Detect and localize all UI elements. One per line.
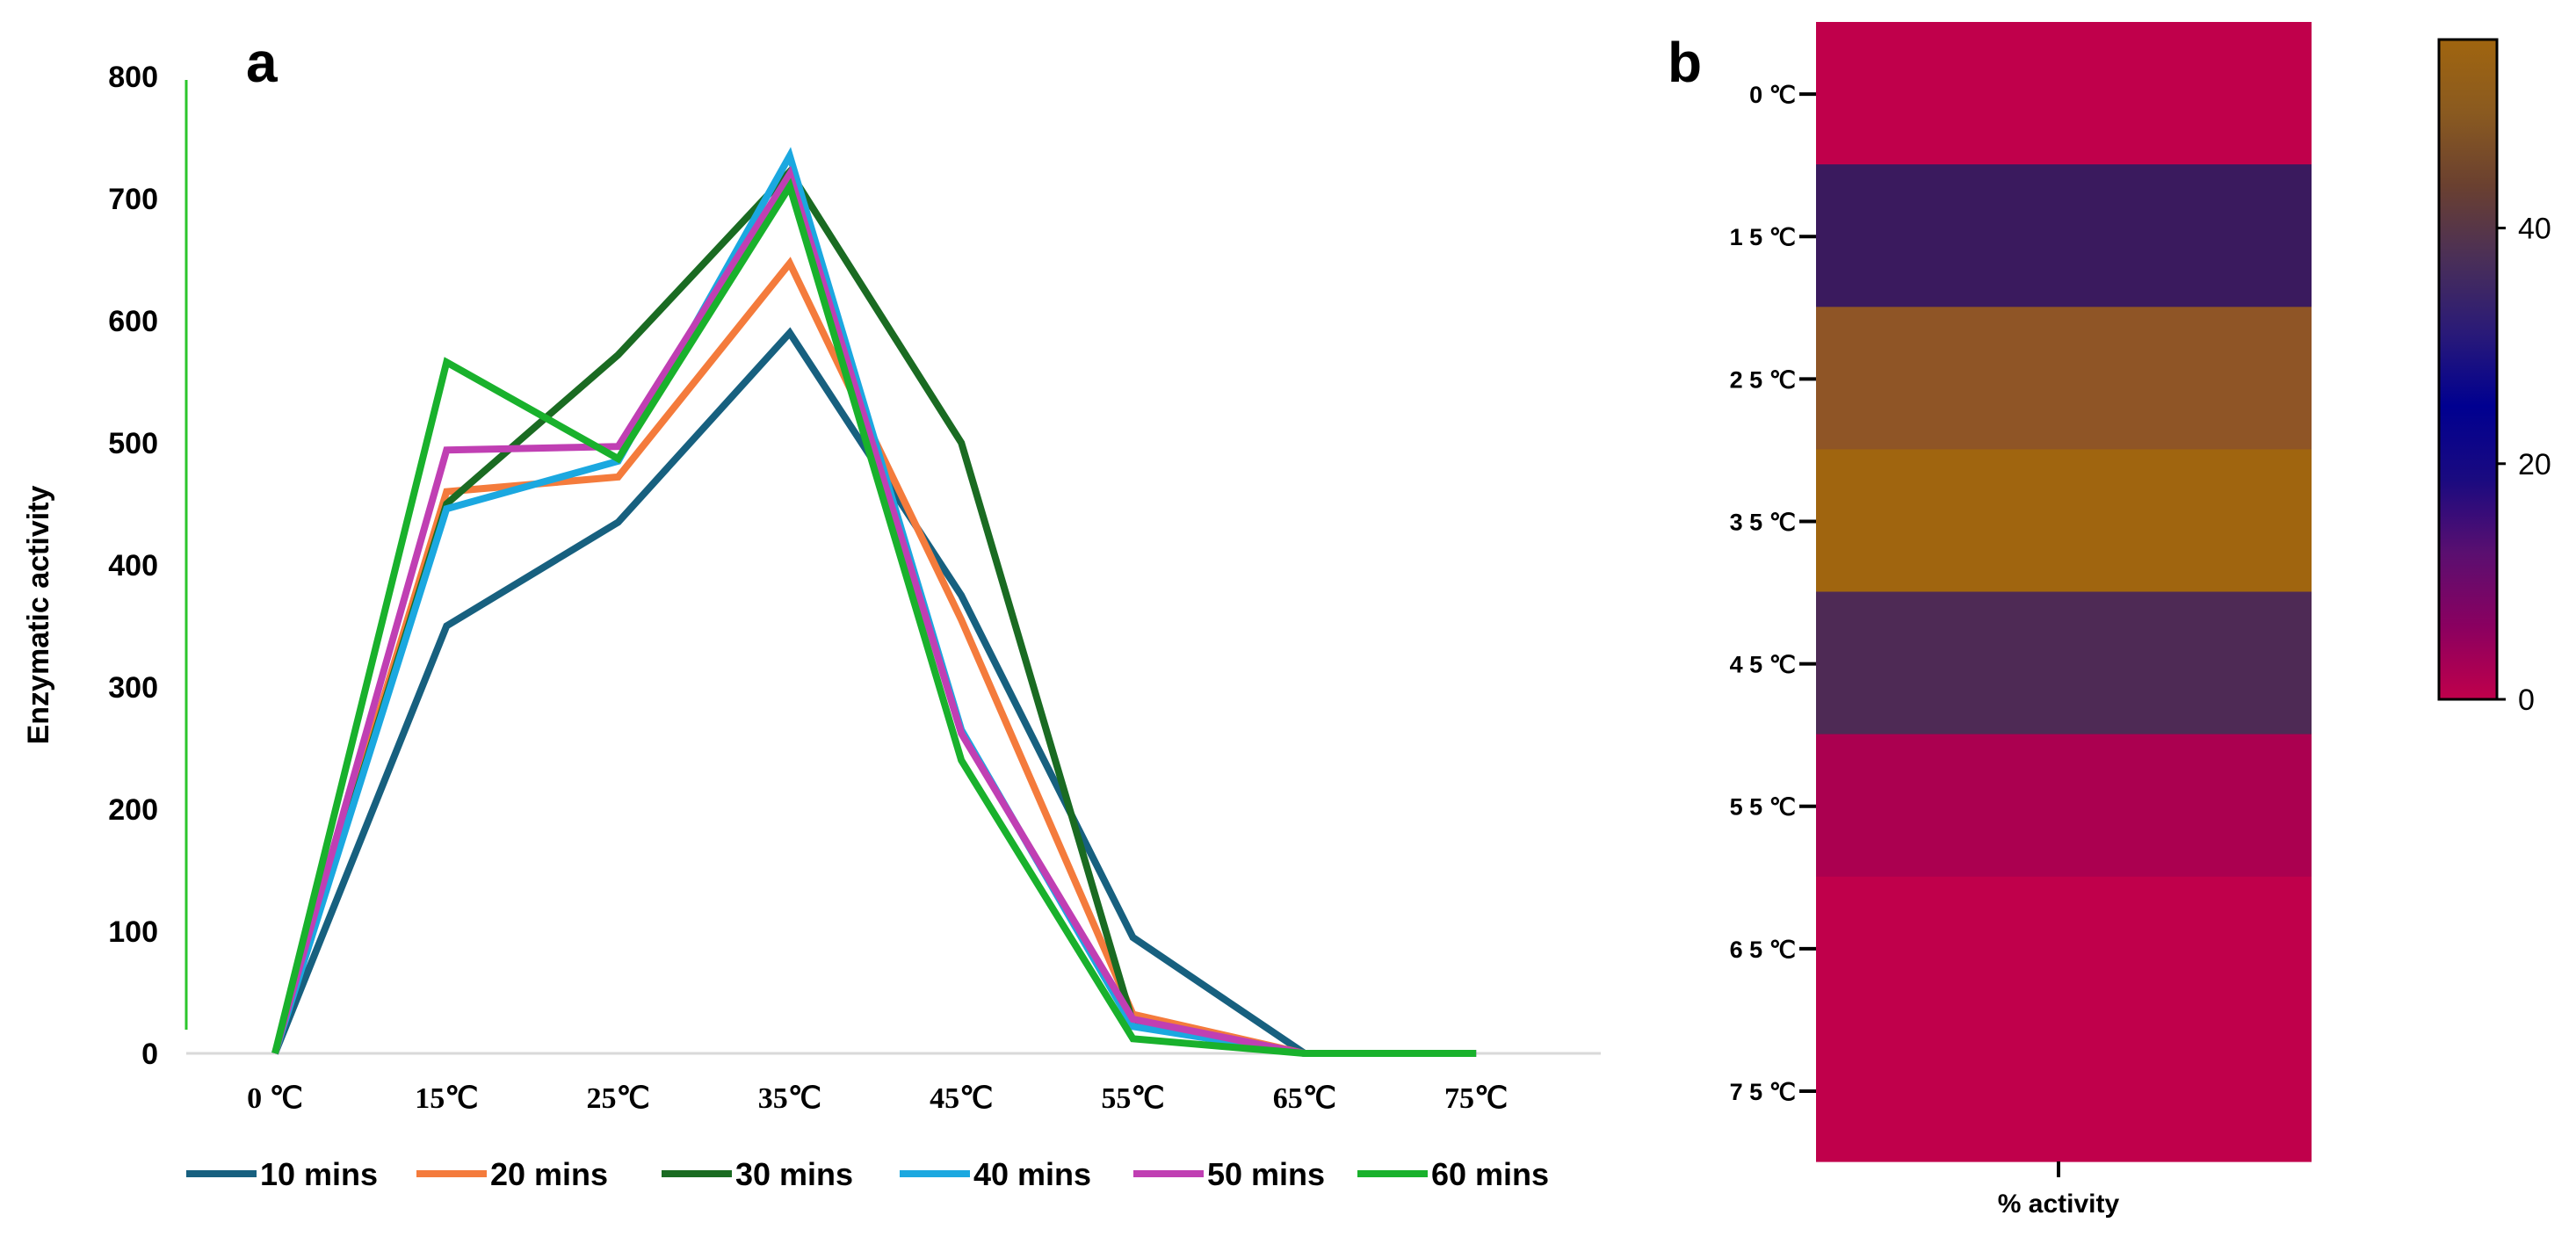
x-tick-label: 75℃ [1444,1082,1508,1115]
heatmap-cell [1816,876,2312,1020]
legend-label: 40 mins [973,1156,1091,1192]
legend-label: 20 mins [490,1156,608,1192]
y-tick-label: 0 [141,1038,158,1071]
x-tick-label: 45℃ [930,1082,993,1115]
x-tick-label: 15℃ [415,1082,478,1115]
y-tick-label: 400 [108,549,158,582]
heatmap-cell [1816,1018,2312,1162]
x-tick-label: 55℃ [1101,1082,1164,1115]
heatmap-row-label: 0 ℃ [1749,82,1796,108]
legend-label: 50 mins [1207,1156,1325,1192]
y-tick-label: 800 [108,61,158,94]
y-tick-label: 700 [108,183,158,216]
heatmap-row-label: 5 5 ℃ [1730,794,1796,821]
legend-label: 30 mins [735,1156,853,1192]
colorbar-tick-label: 40 [2518,213,2551,246]
y-tick-label: 200 [108,793,158,827]
y-tick-label: 300 [108,671,158,705]
x-tick-label: 25℃ [587,1082,650,1115]
heatmap-cell [1816,591,2312,735]
heatmap-cell [1816,449,2312,593]
heatmap-cell [1816,734,2312,878]
heatmap-row-label: 1 5 ℃ [1730,224,1796,250]
y-tick-label: 500 [108,427,158,460]
heatmap-row-label: 2 5 ℃ [1730,366,1796,393]
heatmap-row-label: 4 5 ℃ [1730,652,1796,678]
x-tick-label: 65℃ [1273,1082,1336,1115]
y-axis-title: Enzymatic activity [22,486,55,745]
colorbar [2437,38,2499,701]
panel-a-label: a [246,31,278,94]
heatmap: 0 ℃ 1 5 ℃ 2 5 ℃ 3 5 ℃ 4 5 ℃ 5 5 ℃ 6 5 ℃ 7 5 ℃ %… [1730,22,2551,1219]
series-line-60-mins [271,177,1477,1057]
series-line-30-mins [271,165,1477,1057]
heatmap-row-label: 3 5 ℃ [1730,509,1796,535]
colorbar-tick-label: 0 [2518,684,2535,717]
heatmap-cell [1816,164,2312,307]
heatmap-cell [1816,307,2312,450]
y-tick-label: 100 [108,915,158,949]
legend: 10 mins 20 mins 30 mins 40 mins 50 mins 60 mi… [186,1156,1549,1192]
heatmap-cell [1816,22,2312,165]
legend-label: 10 mins [260,1156,378,1192]
x-tick-label: 0 ℃ [247,1082,303,1115]
legend-label: 60 mins [1431,1156,1549,1192]
heatmap-x-label: % activity [1998,1190,2120,1219]
colorbar-tick-label: 20 [2518,448,2551,481]
series-line-40-mins [271,147,1477,1057]
series-line-20-mins [271,257,1477,1057]
panel-b-label: b [1668,31,1702,94]
x-tick-label: 35℃ [758,1082,821,1115]
y-tick-label: 600 [108,305,158,338]
heatmap-row-label: 7 5 ℃ [1730,1079,1796,1105]
line-chart: 0 100 200 300 400 500 600 700 800 0 ℃ 15℃ 25℃ 35℃ 45… [22,61,1601,1192]
heatmap-row-label: 6 5 ℃ [1730,937,1796,963]
